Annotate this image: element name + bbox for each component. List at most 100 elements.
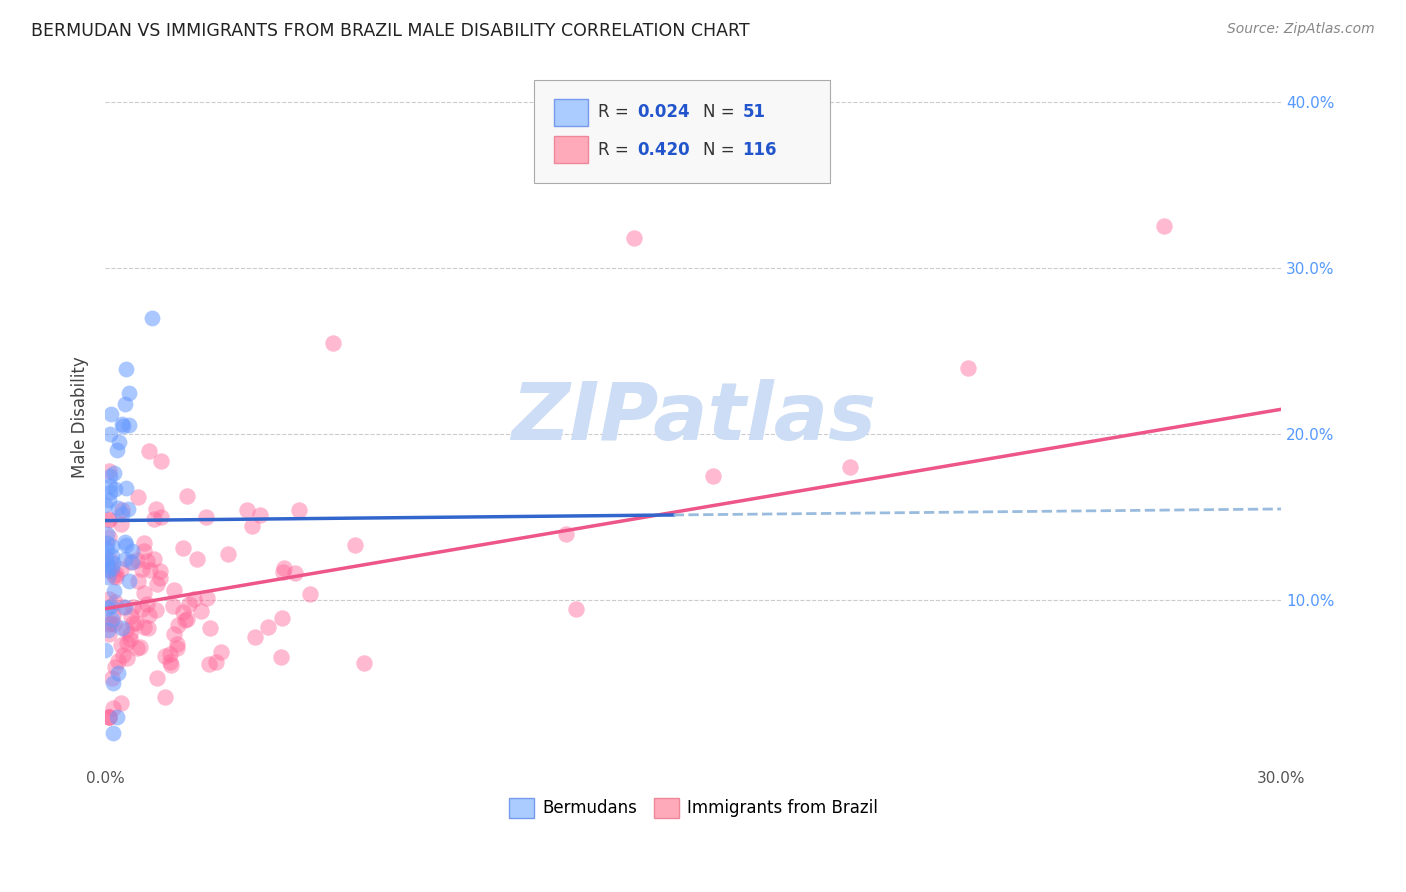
Point [209, 645, 232, 659]
Point [270, 649, 292, 664]
Text: 116: 116 [742, 141, 778, 159]
Legend: Bermudans, Immigrants from Brazil: Bermudans, Immigrants from Brazil [502, 791, 884, 824]
Point [111, 417, 134, 432]
Point [172, 605, 194, 619]
Point [101, 726, 124, 740]
Point [273, 560, 295, 574]
Point [120, 608, 142, 623]
Point [141, 310, 163, 325]
Point [121, 544, 143, 558]
Point [111, 507, 134, 521]
Text: R =: R = [598, 103, 634, 121]
Point [112, 419, 135, 434]
Point [288, 503, 311, 517]
Point [98, 426, 121, 441]
Point [146, 577, 169, 591]
Point [145, 671, 167, 685]
Point [135, 554, 157, 568]
Point [103, 617, 125, 632]
Point [115, 361, 138, 376]
Point [96, 526, 118, 541]
Point [150, 454, 173, 468]
Point [270, 611, 292, 625]
Point [111, 621, 134, 635]
Point [956, 360, 979, 375]
Point [160, 657, 183, 672]
Point [103, 583, 125, 598]
Point [166, 636, 188, 650]
Text: 0.024: 0.024 [637, 103, 689, 121]
Point [555, 526, 578, 541]
Point [132, 586, 155, 600]
Point [172, 541, 194, 556]
Text: R =: R = [598, 141, 634, 159]
Point [136, 621, 159, 635]
Point [98, 709, 121, 723]
Point [94, 551, 117, 566]
Point [117, 502, 139, 516]
Point [98, 464, 121, 478]
Point [138, 607, 160, 622]
Point [122, 599, 145, 614]
Point [98, 469, 121, 483]
Point [98, 709, 121, 723]
Point [118, 417, 141, 432]
Text: N =: N = [703, 141, 740, 159]
Point [101, 556, 124, 570]
Point [96, 558, 118, 572]
Point [179, 597, 201, 611]
Point [96, 542, 118, 557]
Point [108, 435, 131, 450]
Point [110, 516, 132, 531]
Text: N =: N = [703, 103, 740, 121]
Point [98, 493, 121, 508]
Point [564, 601, 586, 615]
Point [174, 613, 197, 627]
Point [96, 535, 118, 549]
Point [166, 640, 188, 655]
Point [98, 530, 121, 544]
Point [139, 563, 162, 577]
Point [117, 651, 139, 665]
Point [284, 566, 307, 580]
Point [145, 603, 167, 617]
Point [150, 509, 173, 524]
Point [107, 665, 129, 680]
Point [176, 611, 198, 625]
Point [100, 612, 122, 626]
Point [353, 656, 375, 670]
Point [107, 654, 129, 668]
Point [94, 498, 117, 512]
Point [98, 627, 121, 641]
Point [111, 503, 134, 517]
Point [100, 549, 122, 563]
Point [104, 595, 127, 609]
Point [243, 631, 266, 645]
Point [186, 552, 208, 566]
Point [100, 599, 122, 613]
Point [236, 503, 259, 517]
Point [105, 443, 128, 458]
Point [98, 479, 121, 493]
Point [159, 647, 181, 661]
Point [98, 617, 121, 632]
Point [205, 655, 228, 669]
Point [98, 513, 121, 527]
Point [114, 552, 136, 566]
Point [240, 519, 263, 533]
Point [200, 621, 222, 635]
Point [118, 632, 141, 646]
Point [101, 540, 124, 554]
Point [110, 561, 132, 575]
Point [143, 512, 166, 526]
Point [125, 615, 148, 630]
Point [132, 544, 155, 558]
Point [104, 483, 127, 497]
Point [149, 564, 172, 578]
Point [104, 570, 127, 584]
Point [115, 636, 138, 650]
Point [256, 619, 278, 633]
Point [176, 489, 198, 503]
Point [127, 641, 149, 656]
Point [114, 397, 136, 411]
